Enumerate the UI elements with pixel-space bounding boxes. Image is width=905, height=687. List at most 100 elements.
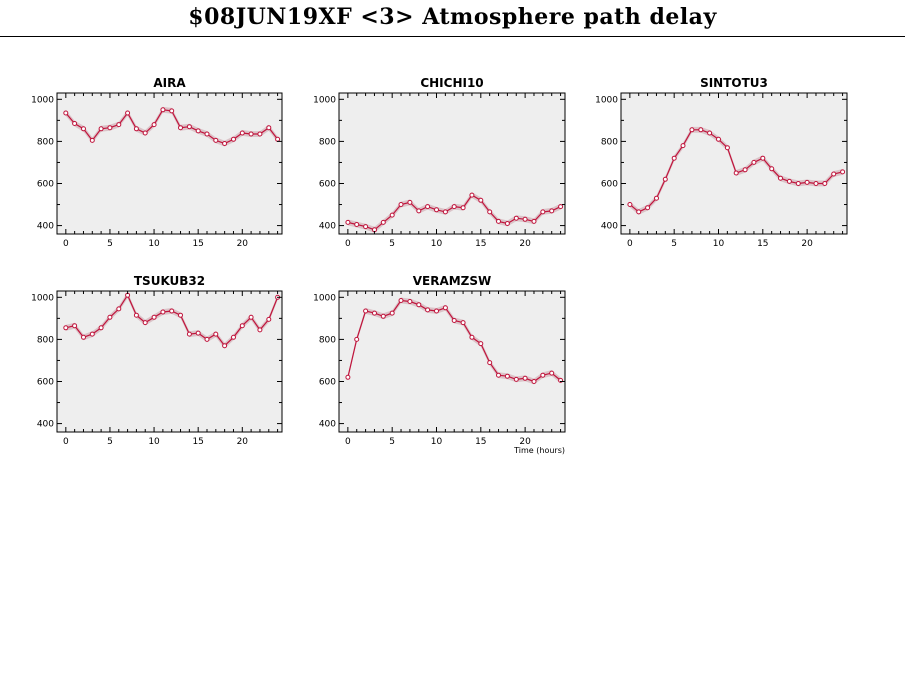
data-point <box>142 130 148 136</box>
chart-title: VERAMZSW <box>413 274 492 288</box>
data-point <box>540 209 546 215</box>
data-point <box>248 131 254 137</box>
x-tick-label: 5 <box>107 437 113 447</box>
data-point <box>89 331 95 337</box>
data-point <box>345 219 351 225</box>
y-tick-label: 1000 <box>313 95 336 105</box>
data-point <box>531 379 537 384</box>
data-point <box>133 126 139 132</box>
plot-area <box>57 291 282 432</box>
x-tick-label: 0 <box>63 437 69 447</box>
x-tick-label: 10 <box>148 239 160 249</box>
data-point <box>257 327 263 333</box>
x-tick-label: 20 <box>801 239 813 249</box>
data-point <box>822 181 828 186</box>
data-point <box>231 136 236 142</box>
chart-panel-veramzsw: 0 5 10 15 20 400 600 800 1000 VERAMZSW Time (hours… <box>313 274 566 455</box>
data-point <box>195 128 201 134</box>
data-point <box>531 218 537 224</box>
data-point <box>478 341 484 347</box>
data-point <box>63 325 69 331</box>
y-tick-label: 400 <box>319 222 336 232</box>
y-tick-label: 400 <box>37 420 54 430</box>
page-title: $08JUN19XF <3> Atmosphere path delay <box>188 4 717 30</box>
data-point <box>671 155 677 161</box>
data-point <box>840 169 846 175</box>
data-point <box>513 376 519 382</box>
data-point <box>257 131 263 137</box>
plot-area <box>57 93 282 234</box>
data-point <box>434 207 439 213</box>
x-tick-label: 15 <box>192 437 203 447</box>
data-point <box>98 325 104 331</box>
y-tick-label: 400 <box>319 420 336 430</box>
data-point <box>231 334 236 340</box>
data-point <box>116 306 122 312</box>
data-point <box>372 310 377 316</box>
data-point <box>142 320 148 326</box>
data-point <box>416 208 422 214</box>
x-axis-label: Time (hours) <box>513 446 565 455</box>
data-point <box>186 124 192 130</box>
x-tick-label: 5 <box>389 239 395 249</box>
data-point <box>478 197 484 203</box>
data-point <box>504 373 510 379</box>
x-tick-label: 15 <box>757 239 768 249</box>
chart-panel-sintotu3: 0 5 10 15 20 400 600 800 1000 SINTOTU3 <box>595 76 848 249</box>
plot-area <box>339 93 565 234</box>
data-point <box>716 136 721 142</box>
data-point <box>266 125 272 131</box>
chart-panel-tsukub32: 0 5 10 15 20 400 600 800 1000 TSUKUB32 <box>31 274 283 447</box>
data-point <box>178 125 183 131</box>
x-tick-label: 10 <box>713 239 725 249</box>
data-point <box>425 204 431 210</box>
data-point <box>363 308 369 314</box>
data-point <box>724 145 730 151</box>
data-point <box>89 137 95 143</box>
data-point <box>169 108 175 114</box>
data-point <box>549 370 555 376</box>
data-point <box>742 167 748 173</box>
plot-frame <box>56 92 283 235</box>
data-point <box>407 199 413 205</box>
data-point <box>380 313 386 319</box>
data-point <box>662 176 668 182</box>
data-point <box>407 299 413 304</box>
data-point <box>654 195 659 201</box>
x-tick-label: 5 <box>389 437 395 447</box>
data-point <box>813 181 819 186</box>
data-point <box>627 202 633 207</box>
y-tick-label: 600 <box>37 377 54 387</box>
data-point <box>98 126 104 132</box>
data-point <box>160 107 166 113</box>
y-tick-label: 800 <box>37 335 54 345</box>
data-point <box>107 125 113 131</box>
y-tick-label: 1000 <box>313 293 336 303</box>
data-point <box>72 121 78 126</box>
x-tick-label: 5 <box>107 239 113 249</box>
y-tick-label: 400 <box>37 222 54 232</box>
x-tick-label: 0 <box>345 239 351 249</box>
y-tick-label: 800 <box>319 335 336 345</box>
y-tick-label: 600 <box>319 179 336 189</box>
data-point <box>345 374 351 380</box>
data-point <box>513 215 519 221</box>
data-point <box>213 137 219 143</box>
data-point <box>645 205 651 211</box>
data-point <box>354 222 360 227</box>
plot-frame <box>620 92 848 235</box>
data-point <box>522 216 528 222</box>
x-tick-label: 5 <box>671 239 677 249</box>
data-point <box>81 126 86 132</box>
data-point <box>416 302 422 308</box>
data-point <box>133 312 139 318</box>
data-point <box>204 336 210 342</box>
data-point <box>558 204 564 210</box>
data-point <box>733 170 739 176</box>
data-point <box>707 130 713 136</box>
data-point <box>125 110 131 116</box>
x-tick-label: 20 <box>237 437 249 447</box>
data-point <box>222 343 228 349</box>
data-point <box>496 372 501 378</box>
